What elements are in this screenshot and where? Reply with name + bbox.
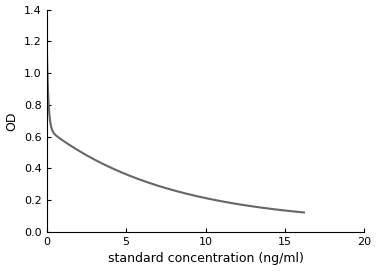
Y-axis label: OD: OD (6, 111, 18, 131)
X-axis label: standard concentration (ng/ml): standard concentration (ng/ml) (107, 253, 303, 265)
